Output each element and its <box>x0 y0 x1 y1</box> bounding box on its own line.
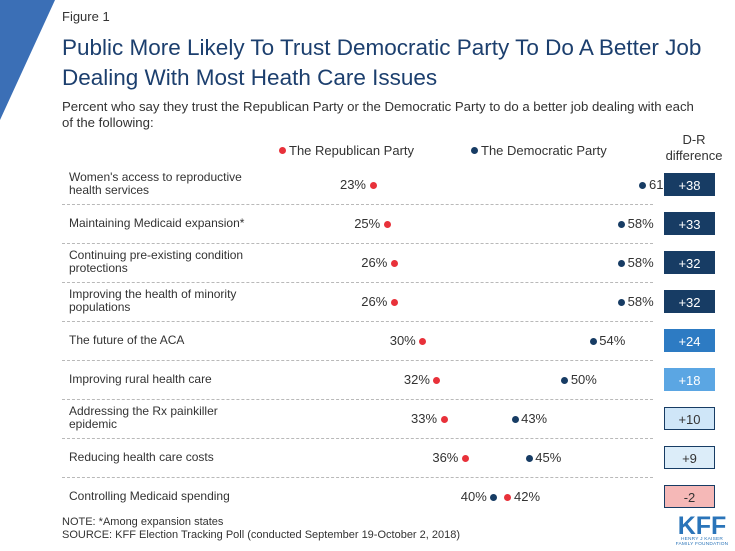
source-text: SOURCE: KFF Election Tracking Poll (cond… <box>62 529 461 541</box>
democratic-dot <box>618 259 626 267</box>
legend-democratic-dot <box>471 147 478 154</box>
row-separator <box>62 321 653 322</box>
legend-republican: The Republican Party <box>279 143 414 158</box>
republican-value-label: 30% <box>389 333 416 348</box>
democratic-dot <box>618 220 626 228</box>
logo-subtext-2: FAMILY FOUNDATION <box>675 542 729 547</box>
row-separator <box>62 282 653 283</box>
chart-title: Public More Likely To Trust Democratic P… <box>62 35 702 90</box>
republican-value-label: 36% <box>432 450 459 465</box>
diff-badge: +33 <box>664 212 715 235</box>
legend-republican-label: The Republican Party <box>289 143 415 158</box>
democratic-value-label: 54% <box>599 333 626 348</box>
republican-value-label: 42% <box>513 489 541 504</box>
diff-badge: +24 <box>664 329 715 352</box>
row-label: The future of the ACA <box>69 333 185 347</box>
democratic-value-label: 40% <box>460 489 487 504</box>
legend-republican-dot <box>279 147 286 154</box>
row-label: Addressing the Rx painkiller epidemic <box>69 404 218 431</box>
republican-dot <box>390 298 398 306</box>
note-text: NOTE: *Among expansion states <box>62 516 224 528</box>
diff-badge: +32 <box>664 251 715 274</box>
row-label: Reducing health care costs <box>69 450 214 464</box>
republican-value-label: 26% <box>361 255 388 270</box>
diff-column-header: D-R difference <box>665 132 723 163</box>
row-label: Controlling Medicaid spending <box>69 489 230 503</box>
chart-subtitle: Percent who say they trust the Republica… <box>62 99 694 130</box>
democratic-value-label: 50% <box>570 372 597 387</box>
republican-value-label: 26% <box>361 294 388 309</box>
row-label: Improving the health of minority populat… <box>69 287 237 314</box>
democratic-value-label: 45% <box>535 450 562 465</box>
republican-value-label: 23% <box>339 177 366 192</box>
legend-democratic: The Democratic Party <box>471 143 607 158</box>
democratic-value-label: 58% <box>627 255 654 270</box>
diff-badge: +18 <box>664 368 715 391</box>
republican-dot <box>369 181 377 189</box>
republican-dot <box>461 454 469 462</box>
diff-badge: +32 <box>664 290 715 313</box>
row-separator <box>62 360 653 361</box>
democratic-value-label: 58% <box>627 294 654 309</box>
legend-democratic-label: The Democratic Party <box>481 143 607 158</box>
logo-mark: KFF <box>677 512 727 540</box>
democratic-dot <box>618 298 626 306</box>
republican-dot <box>433 376 441 384</box>
chart-note: NOTE: *Among expansion states SOURCE: KF… <box>62 516 460 542</box>
row-separator <box>62 243 653 244</box>
republican-dot <box>440 415 448 423</box>
logo-subtext-1: HENRY J KAISER <box>680 537 724 542</box>
democratic-value-label: 43% <box>521 411 548 426</box>
row-label: Continuing pre-existing condition protec… <box>69 248 244 275</box>
republican-dot <box>390 259 398 267</box>
democratic-dot <box>639 181 647 189</box>
republican-dot <box>504 493 512 501</box>
row-label: Women's access to reproductive health se… <box>69 170 242 197</box>
diff-badge: +10 <box>664 407 715 430</box>
democratic-dot <box>589 337 597 345</box>
republican-value-label: 33% <box>411 411 438 426</box>
row-separator <box>62 438 653 439</box>
kff-logo: KFF HENRY J KAISER FAMILY FOUNDATION <box>673 512 731 548</box>
democratic-dot <box>561 376 569 384</box>
democratic-value-label: 58% <box>627 216 654 231</box>
figure-label: Figure 1 <box>62 9 110 24</box>
row-label: Maintaining Medicaid expansion* <box>69 216 245 230</box>
republican-value-label: 25% <box>354 216 381 231</box>
democratic-dot <box>511 415 519 423</box>
democratic-dot <box>525 454 533 462</box>
row-label: Improving rural health care <box>69 372 212 386</box>
diff-badge: +9 <box>664 446 715 469</box>
republican-dot <box>419 337 427 345</box>
row-separator <box>62 204 653 205</box>
republican-dot <box>383 220 391 228</box>
row-separator <box>62 477 653 478</box>
row-separator <box>62 399 653 400</box>
diff-badge: +38 <box>664 173 715 196</box>
diff-badge: -2 <box>664 485 715 508</box>
republican-value-label: 32% <box>403 372 430 387</box>
corner-accent <box>0 0 55 120</box>
democratic-dot <box>490 493 498 501</box>
